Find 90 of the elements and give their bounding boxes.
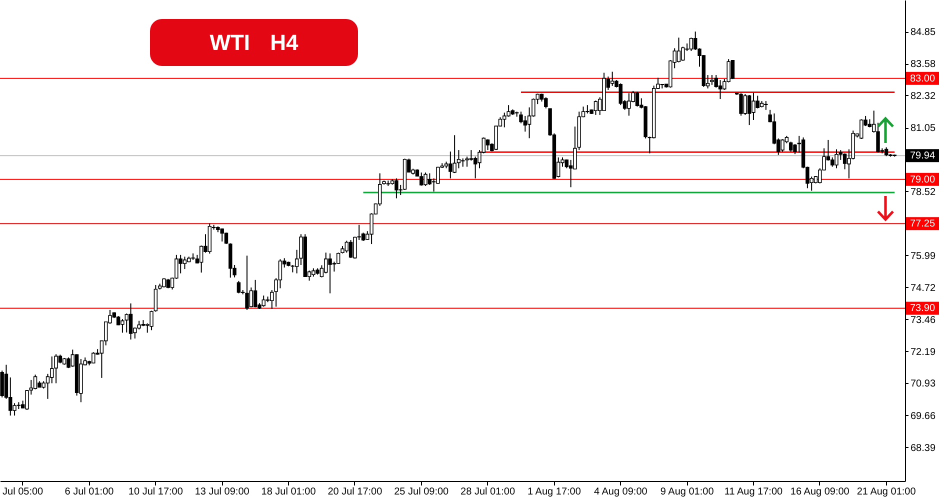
candlestick [336,252,340,264]
candlestick [162,278,166,288]
y-tick-label: 83.58 [910,59,936,70]
ref-line-label: 79.00 [910,174,936,186]
candlestick [324,252,328,274]
x-tick-label: 6 Jul 01:00 [64,486,114,498]
candlestick [398,184,402,196]
ref-line-label: 73.90 [910,303,936,314]
candlestick [220,228,224,242]
candlestick [92,352,96,364]
candlestick [236,280,241,294]
x-tick-label: Jul 05:00 [2,486,44,498]
candlestick [730,60,735,80]
candlestick [743,93,748,116]
candlestick [348,239,353,258]
candlestick [676,37,681,63]
candlestick [718,80,722,100]
candlestick [328,252,332,294]
x-tick-label: 9 Aug 01:00 [660,486,714,498]
y-tick-label: 73.46 [910,314,936,326]
x-tick-label: 20 Jul 17:00 [328,486,383,498]
candlestick [116,316,120,326]
candlestick [473,156,478,179]
ref-line-label: 79.94 [910,150,936,162]
y-tick-label: 82.32 [910,90,936,102]
candlestick [54,354,58,384]
x-tick-label: 11 Aug 17:00 [724,486,784,498]
candlestick [245,255,249,310]
candlestick [424,172,428,186]
x-tick-label: 25 Jul 09:00 [394,486,450,498]
candlestick [594,100,598,116]
candlestick [635,91,640,108]
candlestick [128,302,133,340]
candlestick [830,156,834,168]
candlestick [33,374,38,390]
y-tick-label: 68.39 [910,442,936,454]
candlestick [182,256,187,270]
candlestick [627,92,631,116]
candlestick [834,148,838,169]
candlestick [428,172,432,186]
x-tick-label: 21 Aug 01:00 [856,486,916,498]
candlestick [714,74,718,88]
x-tick-label: 10 Jul 17:00 [128,486,184,498]
candlestick [618,82,622,106]
candlestick [780,138,784,152]
x-tick-label: 13 Jul 09:00 [194,486,250,498]
candlestick [764,100,768,110]
candlestick [448,151,452,179]
x-tick-label: 16 Aug 09:00 [790,486,850,498]
x-tick-label: 28 Jul 01:00 [460,486,516,498]
candlestick [710,74,714,86]
candlestick [502,112,506,128]
candlestick [456,150,461,169]
candlestick [756,95,760,109]
candlestick [486,138,490,151]
y-tick-label: 69.66 [910,410,936,422]
candlestick [586,104,590,114]
y-tick-label: 78.52 [910,186,936,198]
candlestick [469,150,474,162]
x-tick-label: 1 Aug 17:00 [528,486,582,498]
candlestick [860,118,864,140]
y-tick-label: 74.72 [910,282,936,294]
candlestick [747,94,752,126]
y-tick-label: 84.85 [910,27,936,38]
candlestick [253,279,258,308]
candlestick [739,92,743,116]
ref-line-label: 77.25 [910,218,936,230]
candlestick [249,286,254,308]
candlestick [199,245,204,274]
candlestick [610,71,614,86]
x-tick-label: 18 Jul 01:00 [261,486,316,498]
x-tick-label: 4 Aug 09:00 [594,486,648,498]
candlestick [752,92,756,120]
candlestick [523,115,527,132]
candlestick [262,295,266,308]
y-tick-label: 72.19 [910,346,936,358]
ref-line-label: 83.00 [910,73,936,84]
candlestick [278,258,282,289]
candlestick [50,356,54,384]
candlestick [344,240,348,254]
candlestick [788,141,793,152]
candlestick [394,178,398,199]
candlestick [124,313,128,333]
candlestick [842,152,847,170]
candlestick [689,37,694,52]
y-tick-label: 81.05 [910,123,936,134]
candlestick [420,172,424,186]
y-tick-label: 70.93 [910,378,936,390]
candlestick [8,376,12,416]
y-tick-label: 75.99 [910,250,936,262]
